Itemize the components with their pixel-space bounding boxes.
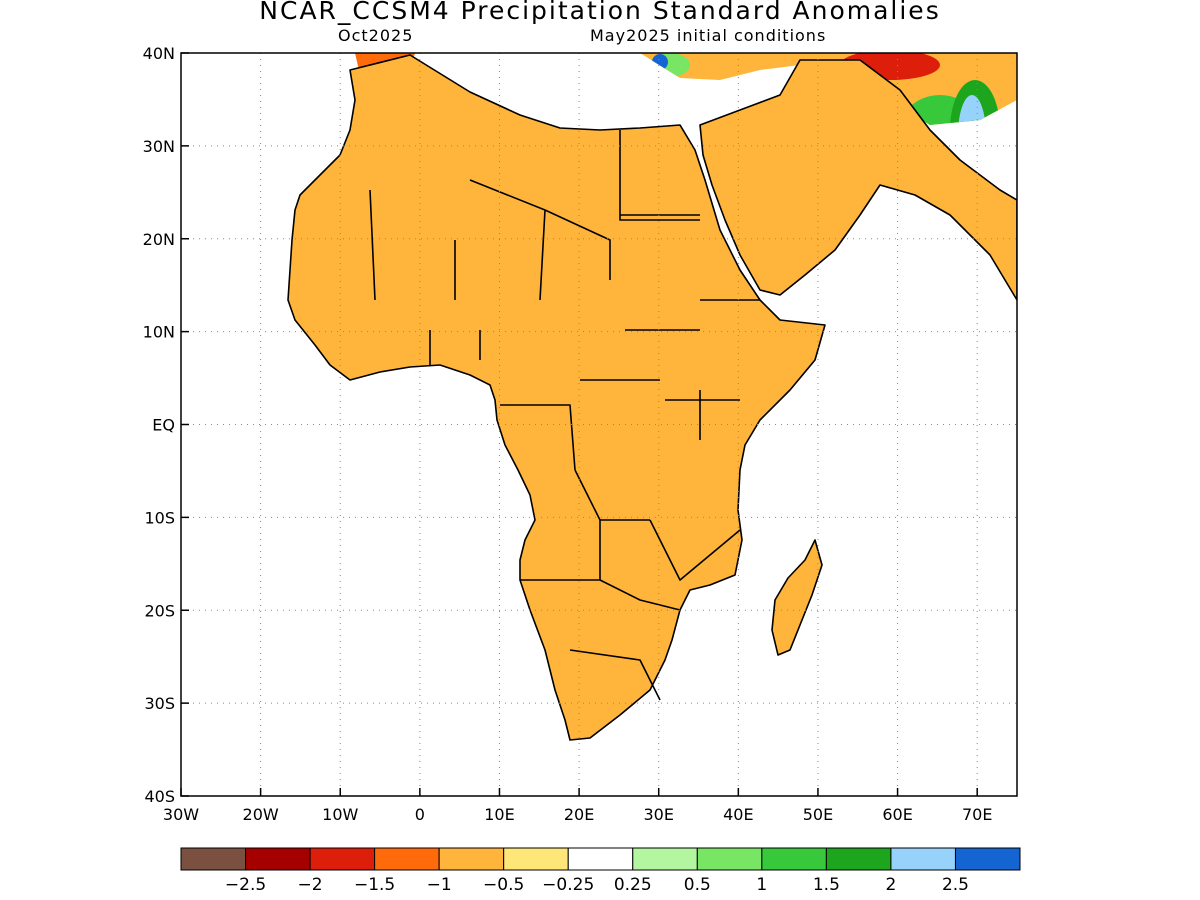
colorbar-swatch xyxy=(180,847,247,871)
map-title: NCAR_CCSM4 Precipitation Standard Anomal… xyxy=(259,0,941,25)
y-tick-label: EQ xyxy=(152,416,175,435)
y-tick-label: 10N xyxy=(143,323,175,342)
x-tick-label: 10E xyxy=(484,805,514,824)
colorbar-swatch xyxy=(761,847,827,871)
y-tick-label: 20N xyxy=(143,230,175,249)
patch xyxy=(652,54,668,70)
forecast-month: Oct2025 xyxy=(338,26,414,45)
x-tick-label: 20W xyxy=(243,805,279,824)
x-tick-label: 70E xyxy=(962,805,992,824)
y-tick-label: 20S xyxy=(144,601,175,620)
colorbar-swatch xyxy=(567,847,634,871)
y-tick-label: 10S xyxy=(144,508,175,527)
colorbar-label: −1.5 xyxy=(354,875,395,895)
y-tick-label: 40N xyxy=(143,44,175,63)
x-tick-label: 0 xyxy=(415,805,425,824)
colorbar: −2.5 −2 −1.5 −1 −0.5 −0.25 0.25 0.5 1 1.5 2 2.5 xyxy=(180,847,1021,895)
y-tick-label: 30N xyxy=(143,137,175,156)
x-tick-label: 30E xyxy=(643,805,673,824)
colorbar-swatch xyxy=(503,847,569,871)
country-borders xyxy=(287,54,1017,741)
colorbar-swatch xyxy=(245,847,311,871)
colorbar-swatch xyxy=(696,847,763,871)
colorbar-swatch xyxy=(890,847,956,871)
colorbar-swatch xyxy=(825,847,892,871)
y-tick-label: 40S xyxy=(144,787,175,806)
y-axis: 40N 30N 20N 10N EQ 10S 20S 30S 40S xyxy=(143,44,189,806)
colorbar-label: −2.5 xyxy=(225,875,266,895)
initial-conditions: May2025 initial conditions xyxy=(590,26,827,45)
colorbar-swatch xyxy=(309,847,376,871)
colorbar-label: −2 xyxy=(298,875,323,895)
colorbar-label: 1 xyxy=(756,875,767,895)
colorbar-label: 1.5 xyxy=(813,875,840,895)
x-tick-label: 20E xyxy=(564,805,594,824)
y-tick-label: 30S xyxy=(144,694,175,713)
x-axis: 30W 20W 10W 0 10E 20E 30E 40E 50E 60E 70E xyxy=(163,788,992,824)
x-tick-label: 50E xyxy=(803,805,833,824)
colorbar-label: 0.5 xyxy=(684,875,711,895)
x-tick-label: 10W xyxy=(322,805,358,824)
colorbar-label: 0.25 xyxy=(614,875,652,895)
colorbar-label: 2.5 xyxy=(942,875,969,895)
colorbar-label: −0.25 xyxy=(542,875,594,895)
colorbar-swatch xyxy=(632,847,698,871)
x-tick-label: 40E xyxy=(723,805,753,824)
colorbar-label: −0.5 xyxy=(483,875,524,895)
colorbar-swatch xyxy=(954,847,1021,871)
x-tick-label: 30W xyxy=(163,805,199,824)
colorbar-label: 2 xyxy=(886,875,897,895)
colorbar-swatch xyxy=(438,847,505,871)
colorbar-label: −1 xyxy=(427,875,452,895)
x-tick-label: 60E xyxy=(882,805,912,824)
colorbar-swatch xyxy=(374,847,440,871)
grid-lines xyxy=(181,53,1017,796)
